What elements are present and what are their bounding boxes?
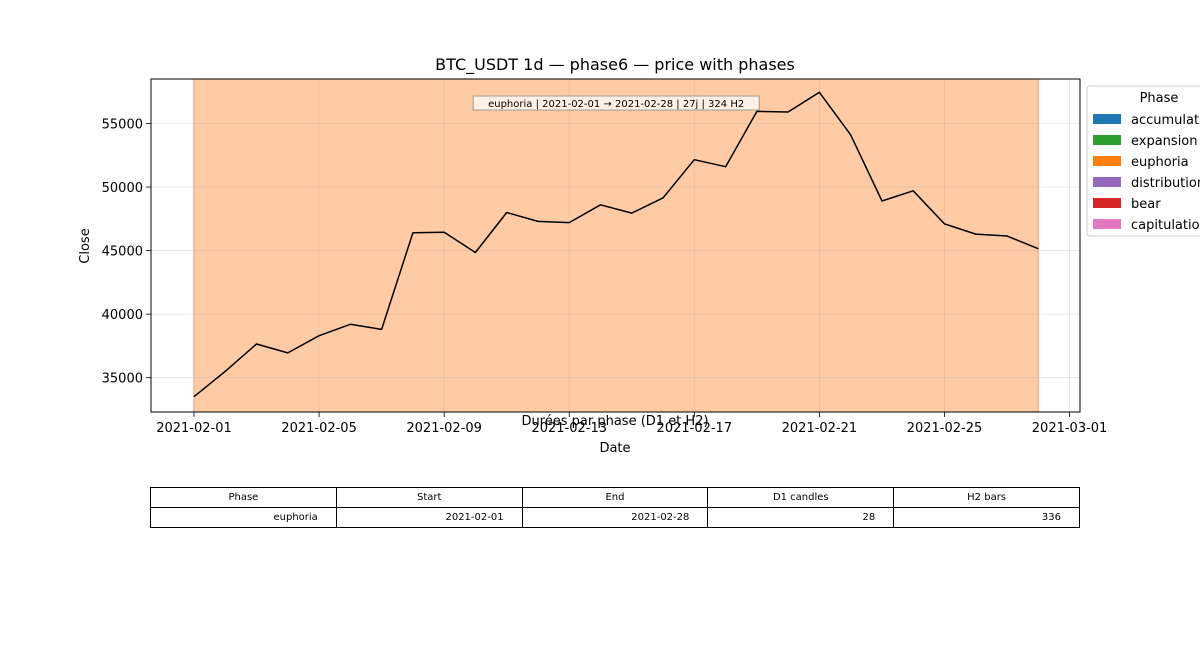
y-tick-label: 55000: [102, 117, 143, 132]
legend-label-distribution: distribution: [1131, 176, 1200, 191]
x-tick-label: 2021-02-21: [782, 421, 858, 436]
plot-frame: [150, 78, 1081, 413]
legend-label-expansion: expansion: [1131, 134, 1198, 149]
x-tick-label: 2021-03-01: [1032, 421, 1108, 436]
x-axis-label: Date: [599, 441, 630, 456]
phase-annotation-label: euphoria | 2021-02-01 → 2021-02-28 | 27j…: [488, 99, 744, 110]
legend: Phase accumulation expansion euphoria distri…: [1086, 85, 1200, 237]
header-h2-bars: H2 bars: [893, 487, 1080, 508]
legend-swatch-accumulation: [1093, 114, 1121, 124]
legend-swatch-bear: [1093, 198, 1121, 208]
header-start: Start: [335, 487, 523, 508]
x-tick-label: 2021-02-17: [657, 421, 733, 436]
x-tick-label: 2021-02-05: [281, 421, 357, 436]
x-tick-label: 2021-02-25: [907, 421, 983, 436]
legend-label-capitulation: capitulation: [1131, 218, 1200, 233]
phase-annotation-box: [472, 95, 760, 111]
header-phase: Phase: [150, 487, 337, 508]
legend-title: Phase: [1140, 91, 1179, 106]
x-tick-label: 2021-02-13: [531, 421, 607, 436]
header-end: End: [521, 487, 709, 508]
phase-span-euphoria: [193, 79, 1039, 412]
y-tick-label: 35000: [102, 372, 143, 387]
cell-h2-bars: 336: [893, 507, 1080, 528]
legend-label-euphoria: euphoria: [1131, 155, 1189, 170]
header-d1-candles: D1 candles: [707, 487, 895, 508]
x-tick-label: 2021-02-09: [406, 421, 482, 436]
table-title: Durées par phase (D1 et H2): [521, 414, 709, 429]
legend-swatch-euphoria: [1093, 156, 1121, 166]
legend-label-accumulation: accumulation: [1131, 113, 1200, 128]
legend-swatch-capitulation: [1093, 219, 1121, 229]
x-tick-label: 2021-02-01: [156, 421, 232, 436]
chart-title: BTC_USDT 1d — phase6 — price with phases: [435, 55, 795, 75]
cell-d1-candles: 28: [707, 507, 895, 528]
y-tick-label: 45000: [102, 245, 143, 260]
y-tick-label: 40000: [102, 308, 143, 323]
close-price-line: [193, 91, 1039, 398]
legend-swatch-expansion: [1093, 135, 1121, 145]
legend-swatch-distribution: [1093, 177, 1121, 187]
table-row: euphoria 2021-02-01 2021-02-28 28 336: [150, 507, 1080, 528]
cell-phase: euphoria: [150, 507, 337, 528]
legend-label-bear: bear: [1131, 197, 1161, 212]
table-header-row: Phase Start End D1 candles H2 bars: [150, 487, 1080, 508]
cell-end: 2021-02-28: [521, 507, 709, 528]
y-tick-label: 50000: [102, 181, 143, 196]
cell-start: 2021-02-01: [335, 507, 523, 528]
phase-durations-table: Phase Start End D1 candles H2 bars eupho…: [150, 487, 1080, 528]
y-axis-label: Close: [78, 228, 93, 263]
